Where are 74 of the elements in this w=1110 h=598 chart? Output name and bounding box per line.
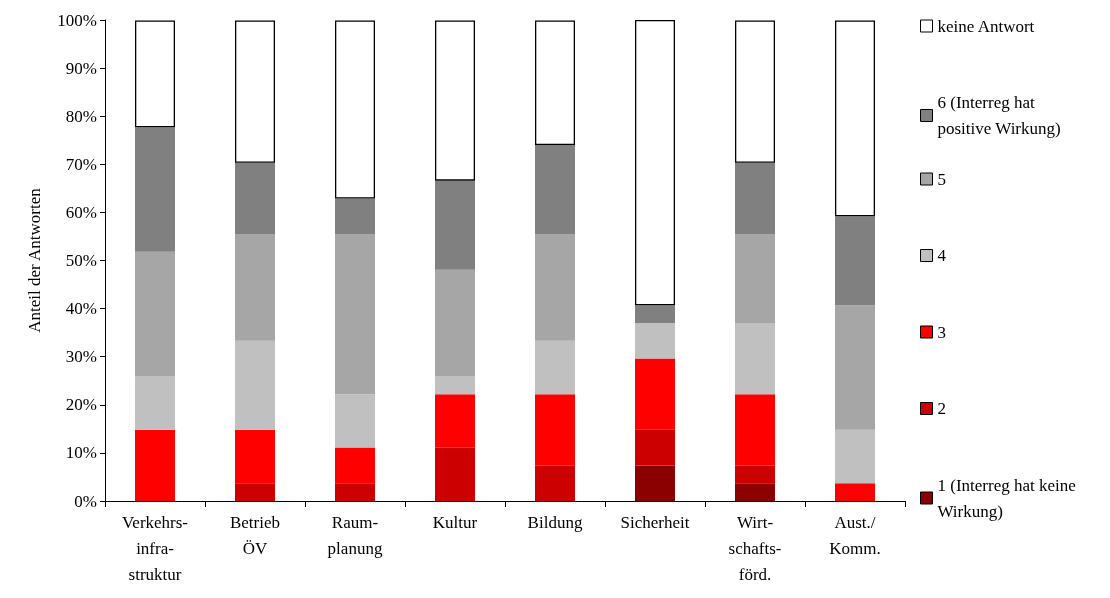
y-tick-label: 100% bbox=[57, 10, 97, 30]
bar bbox=[135, 20, 175, 128]
bar bbox=[135, 376, 175, 430]
legend-label: 5 bbox=[937, 169, 946, 189]
y-tick-label: 50% bbox=[65, 251, 97, 270]
bar bbox=[335, 20, 375, 199]
bar bbox=[535, 340, 575, 395]
bar bbox=[535, 20, 575, 146]
y-tick-label: 0% bbox=[74, 491, 97, 511]
legend-label: 2 bbox=[937, 399, 946, 418]
legend-label: 4 bbox=[937, 246, 947, 265]
bar bbox=[135, 127, 175, 252]
x-tick-label: Betrieb ÖV bbox=[229, 512, 281, 558]
bar bbox=[735, 465, 775, 484]
legend-label: 1 (Interreg hat keine Wirkung) bbox=[937, 475, 1081, 521]
bar bbox=[535, 465, 575, 501]
bar bbox=[335, 483, 375, 501]
bar bbox=[235, 340, 275, 430]
bar bbox=[335, 394, 375, 448]
y-axis-title: Anteil der Antworten bbox=[25, 187, 44, 333]
bar bbox=[135, 429, 175, 501]
bar bbox=[635, 465, 675, 501]
bar bbox=[835, 483, 875, 501]
bar bbox=[135, 251, 175, 377]
x-tick-label: Kultur bbox=[432, 512, 478, 532]
y-tick-label: 80% bbox=[65, 106, 97, 126]
bar bbox=[735, 483, 775, 501]
x-tick-label: Aust./ Komm. bbox=[829, 512, 881, 558]
x-tick-label: Raum- planung bbox=[327, 512, 383, 558]
y-tick-label: 90% bbox=[65, 58, 97, 78]
bar bbox=[735, 323, 775, 395]
bar bbox=[835, 216, 875, 306]
bar bbox=[235, 429, 275, 484]
y-tick-label: 60% bbox=[65, 202, 97, 222]
bar bbox=[535, 234, 575, 341]
y-tick-label: 30% bbox=[65, 347, 97, 367]
x-tick-label: Sicherheit bbox=[620, 512, 690, 532]
legend-label: 3 bbox=[937, 322, 946, 342]
bar bbox=[735, 234, 775, 324]
bar bbox=[835, 20, 875, 217]
bar bbox=[435, 180, 475, 270]
bar bbox=[435, 447, 475, 501]
bar bbox=[635, 358, 675, 430]
bar bbox=[335, 447, 375, 484]
bar bbox=[535, 145, 575, 235]
y-tick-label: 70% bbox=[65, 154, 97, 174]
bar bbox=[835, 305, 875, 430]
y-tick-label: 40% bbox=[65, 299, 97, 319]
bar bbox=[735, 20, 775, 163]
x-tick-label: Bildung bbox=[527, 512, 583, 532]
bar bbox=[735, 394, 775, 466]
bar bbox=[335, 234, 375, 395]
x-tick-label: Verkehrs- infra- struktur bbox=[121, 512, 189, 584]
bar bbox=[435, 394, 475, 448]
bar bbox=[335, 198, 375, 235]
bar bbox=[535, 394, 575, 466]
bar bbox=[435, 20, 475, 181]
bar bbox=[235, 483, 275, 501]
bar bbox=[435, 376, 475, 395]
bar bbox=[235, 20, 275, 163]
bar bbox=[635, 20, 675, 306]
bar bbox=[635, 429, 675, 466]
bar bbox=[235, 234, 275, 341]
bar bbox=[235, 162, 275, 235]
bar bbox=[635, 305, 675, 324]
legend-label: 6 (Interreg hat positive Wirkung) bbox=[937, 93, 1061, 138]
bar bbox=[835, 429, 875, 484]
y-tick-label: 20% bbox=[65, 395, 97, 415]
bar bbox=[435, 269, 475, 377]
y-tick-label: 10% bbox=[65, 443, 97, 463]
bar bbox=[635, 323, 675, 359]
bar bbox=[735, 162, 775, 235]
x-tick-label: Wirt- schafts- förd. bbox=[728, 512, 782, 584]
legend-label: keine Antwort bbox=[937, 16, 1035, 36]
